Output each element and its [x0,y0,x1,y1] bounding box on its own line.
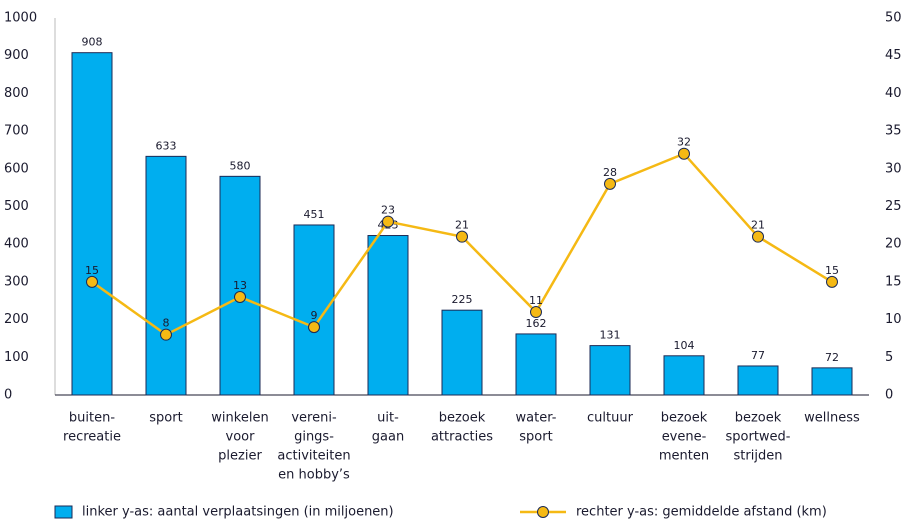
y2-tick-label: 50 [885,11,902,26]
x-tick-label: strijden [734,449,783,464]
line-marker [826,275,838,288]
line-marker [234,290,246,303]
y2-tick-label: 20 [885,237,902,252]
bar-value-label: 77 [751,349,765,362]
y2-tick-label: 25 [885,199,902,214]
x-tick-label: gings- [294,430,334,445]
legend-label: linker y-as: aantal verplaatsingen (in m… [82,505,394,520]
x-tick-label: winkelen [211,411,268,426]
line-value-label: 28 [603,166,617,179]
bar [219,175,261,396]
bar [589,345,631,396]
x-tick-label: sportwed- [726,430,791,445]
x-tick-label: uit- [377,411,399,426]
line-marker [86,275,98,288]
bar-value-label: 225 [452,293,473,306]
line-marker [678,147,690,160]
line-value-label: 9 [311,309,318,322]
line-marker [160,328,172,341]
bar-value-label: 162 [526,317,547,330]
x-tick-label: water- [516,411,557,426]
x-tick-label: attracties [431,430,493,445]
y-tick-label: 400 [4,237,29,252]
line-value-label: 15 [825,264,839,277]
y2-tick-label: 30 [885,161,902,176]
x-tick-label: gaan [372,430,404,445]
line-marker [530,306,542,319]
bar [145,155,187,396]
bar [71,52,113,396]
line-value-label: 32 [677,136,691,149]
x-tick-label: sport [519,430,552,445]
y-tick-label: 900 [4,48,29,63]
y2-tick-label: 45 [885,48,902,63]
bar-value-label: 72 [825,351,839,364]
line-value-label: 8 [163,317,170,330]
y-tick-label: 700 [4,124,29,139]
y-tick-label: 100 [4,350,29,365]
line-marker [752,230,764,243]
bar-value-label: 104 [674,339,695,352]
x-tick-label: evene- [662,430,707,445]
legend-swatch [54,505,73,519]
y-tick-label: 800 [4,86,29,101]
y2-tick-label: 40 [885,86,902,101]
legend-swatch [537,506,549,518]
line-value-label: 13 [233,279,247,292]
x-tick-label: buiten- [69,411,115,426]
y-tick-label: 0 [4,388,12,403]
line-marker [604,177,616,190]
x-tick-label: voor [226,430,256,445]
bar [811,367,853,396]
legend-label: rechter y-as: gemiddelde afstand (km) [576,505,827,520]
bar [367,235,409,396]
bar-value-label: 451 [304,208,325,221]
y-tick-label: 200 [4,312,29,327]
line [91,152,833,337]
y-tick-label: 600 [4,161,29,176]
line-value-label: 11 [529,294,543,307]
x-tick-label: menten [659,449,709,464]
line-value-label: 21 [455,219,469,232]
bar-value-label: 580 [230,159,251,172]
x-tick-label: sport [149,411,182,426]
y-tick-label: 300 [4,274,29,289]
y-tick-label: 1000 [4,11,37,26]
x-tick-label: en hobby’s [278,468,350,483]
bar [515,333,557,396]
line-value-label: 21 [751,219,765,232]
y2-tick-label: 5 [885,350,893,365]
y2-tick-label: 15 [885,274,902,289]
bar-value-label: 131 [600,329,621,342]
x-tick-label: bezoek [735,411,782,426]
line-value-label: 15 [85,264,99,277]
y2-tick-label: 0 [885,388,893,403]
line-marker [308,321,320,334]
line-marker [456,230,468,243]
bar [663,355,705,396]
x-tick-label: plezier [218,449,262,464]
y2-tick-label: 35 [885,124,902,139]
bar [737,365,779,396]
x-tick-label: bezoek [661,411,708,426]
line-value-label: 23 [381,204,395,217]
x-tick-label: cultuur [587,411,634,426]
y-tick-label: 500 [4,199,29,214]
x-tick-label: activiteiten [277,449,350,464]
line-marker [382,215,394,228]
y2-tick-label: 10 [885,312,902,327]
bar-value-label: 633 [156,139,177,152]
x-tick-label: bezoek [439,411,486,426]
x-tick-label: recreatie [63,430,121,445]
bar [441,309,483,396]
x-tick-label: wellness [804,411,860,426]
x-tick-label: vereni- [291,411,337,426]
bar-value-label: 908 [82,36,103,49]
